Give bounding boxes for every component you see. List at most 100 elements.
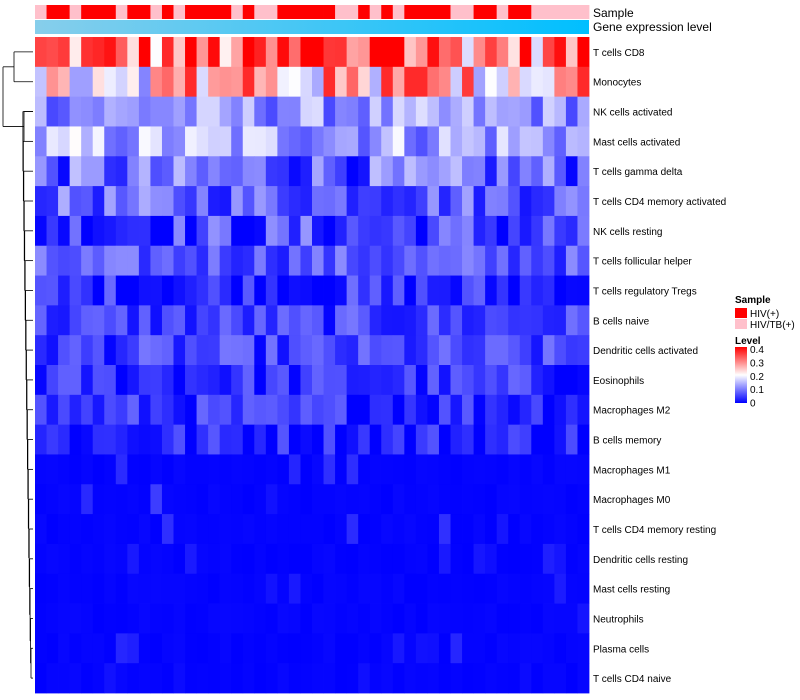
heatmap-cell <box>219 245 232 276</box>
heatmap-cell <box>335 275 348 306</box>
heatmap-cell <box>115 365 128 396</box>
heatmap-cell <box>450 365 463 396</box>
heatmap-cell <box>242 424 255 455</box>
heatmap-cell <box>542 156 555 187</box>
heatmap-cell <box>161 96 174 127</box>
heatmap-cell <box>277 663 290 694</box>
heatmap-cell <box>346 335 359 366</box>
heatmap-cell <box>265 543 278 575</box>
heatmap-cell <box>196 335 209 366</box>
heatmap-cell <box>358 305 371 336</box>
heatmap-cell <box>185 126 197 157</box>
heatmap-cell <box>438 663 451 694</box>
heatmap-cell <box>542 514 555 545</box>
heatmap-cell <box>392 245 405 276</box>
heatmap-cell <box>577 603 590 634</box>
heatmap-cell <box>288 573 301 604</box>
heatmap-cell <box>58 186 71 217</box>
row-label: Eosinophils <box>593 376 644 387</box>
heatmap-cell <box>173 126 186 157</box>
heatmap-cell <box>312 186 324 217</box>
heatmap-cell <box>392 603 405 634</box>
heatmap-cell <box>427 245 440 276</box>
heatmap-cell <box>519 96 532 127</box>
sample-legend: Sample HIV(+) HIV/TB(+) <box>735 295 795 331</box>
heatmap-cell <box>196 484 209 515</box>
heatmap-cell <box>161 126 174 157</box>
heatmap-cell <box>277 66 290 98</box>
gene-expression-annotation-bar <box>35 20 589 34</box>
heatmap-cell <box>496 663 509 694</box>
heatmap-cell <box>577 275 590 306</box>
heatmap-cell <box>219 573 232 604</box>
heatmap-cell <box>104 215 117 247</box>
heatmap-cell <box>277 424 290 455</box>
heatmap-cell <box>462 37 474 68</box>
heatmap-cell <box>138 365 151 396</box>
sample-cell <box>196 5 209 19</box>
heatmap-cell <box>58 454 71 485</box>
heatmap-cell <box>277 245 290 276</box>
heatmap-cell <box>415 305 428 336</box>
heatmap-cell <box>58 484 71 515</box>
heatmap-cell <box>161 305 174 336</box>
heatmap-cell <box>196 66 209 98</box>
heatmap-cell <box>242 66 255 98</box>
heatmap-cell <box>531 633 544 664</box>
heatmap-cell <box>92 275 105 306</box>
heatmap-cell <box>277 156 290 187</box>
heatmap-cell <box>104 603 117 634</box>
sample-cell <box>531 5 544 19</box>
heatmap-cell <box>69 573 82 604</box>
sample-cell <box>150 5 163 19</box>
heatmap-cell <box>496 603 509 634</box>
heatmap-cell <box>496 37 509 68</box>
heatmap-cell <box>577 186 590 217</box>
heatmap-cell <box>508 275 521 306</box>
heatmap-cell <box>173 663 186 694</box>
heatmap-cell <box>496 365 509 396</box>
heatmap-cell <box>242 603 255 634</box>
heatmap-cell <box>127 365 140 396</box>
heatmap-cell <box>450 514 463 545</box>
heatmap-cell <box>335 633 348 664</box>
heatmap-cell <box>46 543 59 575</box>
heatmap-cell <box>115 96 128 127</box>
heatmap-cell <box>346 514 359 545</box>
heatmap-cell <box>358 663 371 694</box>
heatmap-cell <box>312 424 324 455</box>
heatmap-cell <box>565 305 578 336</box>
heatmap-cell <box>462 663 474 694</box>
heatmap-cell <box>519 126 532 157</box>
heatmap-cell <box>288 543 301 575</box>
heatmap-cell <box>92 215 105 247</box>
heatmap-cell <box>115 514 128 545</box>
heatmap-cell <box>242 275 255 306</box>
heatmap-cell <box>473 365 486 396</box>
row-label: NK cells activated <box>593 108 672 119</box>
row-label: T cells follicular helper <box>593 257 692 268</box>
heatmap-cell <box>485 66 498 98</box>
heatmap-cell <box>92 543 105 575</box>
heatmap-cell <box>173 335 186 366</box>
heatmap-cell <box>358 66 371 98</box>
heatmap-cell <box>219 543 232 575</box>
heatmap-cell <box>173 245 186 276</box>
heatmap-cell <box>104 275 117 306</box>
heatmap-cell <box>219 424 232 455</box>
heatmap-cell <box>58 126 71 157</box>
heatmap-cell <box>58 305 71 336</box>
heatmap-cell <box>427 603 440 634</box>
heatmap-cell <box>508 335 521 366</box>
heatmap-cell <box>415 394 428 426</box>
heatmap-cell <box>208 573 221 604</box>
heatmap-cell <box>473 156 486 187</box>
heatmap-cell <box>92 126 105 157</box>
heatmap-cell <box>312 663 324 694</box>
heatmap-cell <box>35 245 47 276</box>
heatmap-cell <box>161 66 174 98</box>
heatmap-cell <box>415 275 428 306</box>
heatmap-cell <box>242 96 255 127</box>
heatmap-cell <box>265 663 278 694</box>
heatmap-cell <box>392 126 405 157</box>
